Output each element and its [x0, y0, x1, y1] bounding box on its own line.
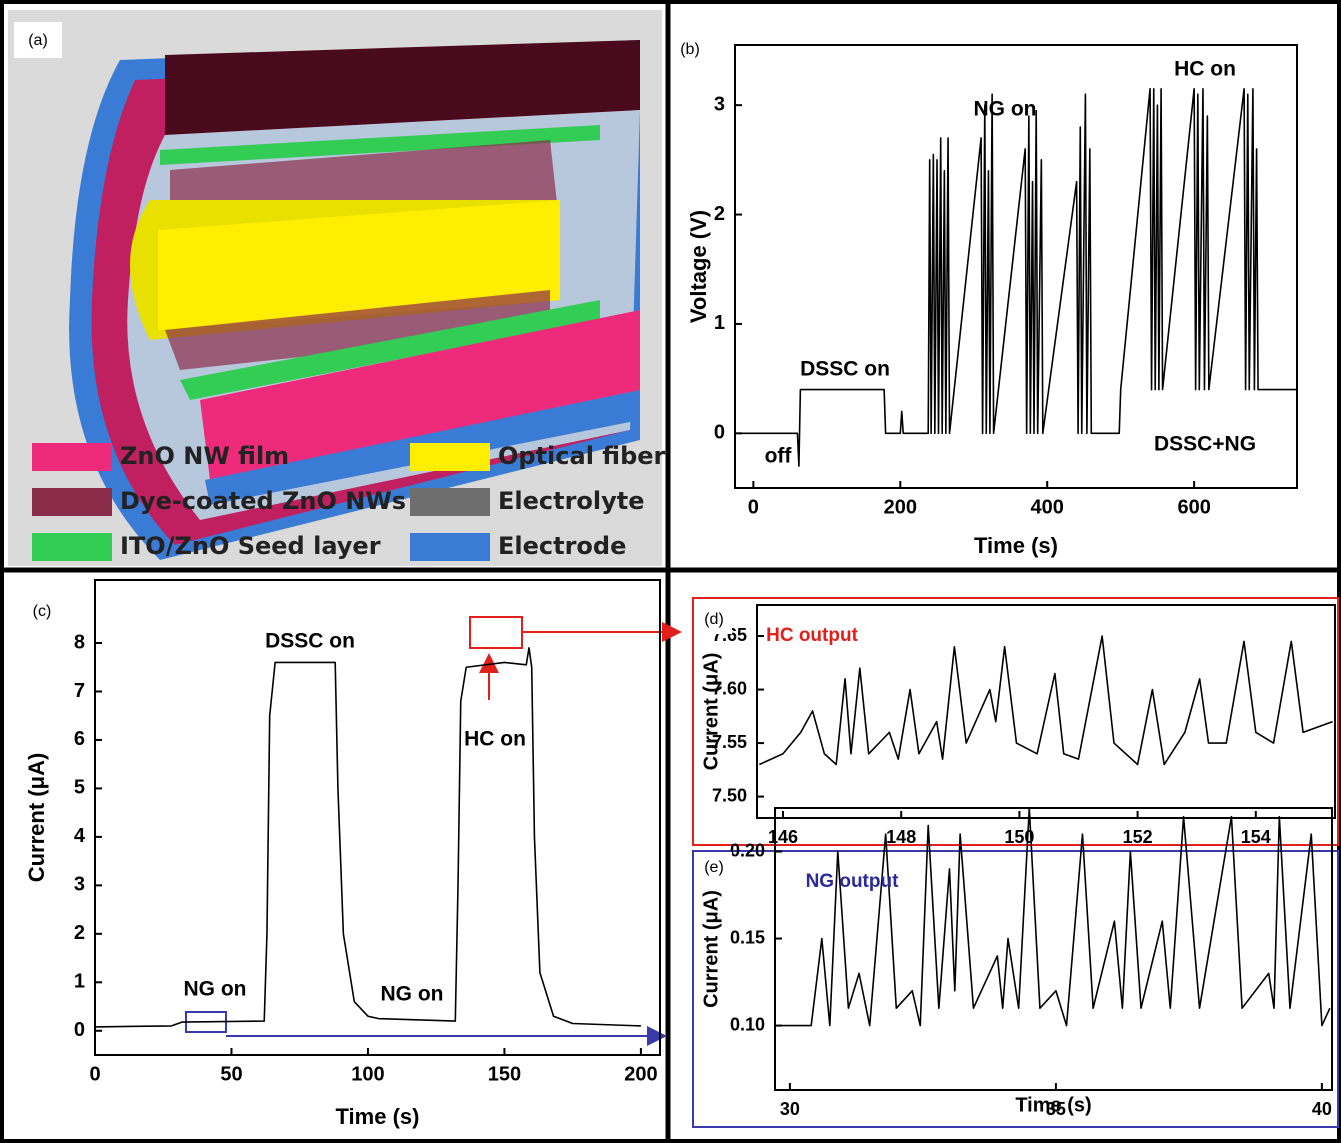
inset-frame — [692, 597, 1339, 846]
x-tick-label: 200 — [884, 496, 917, 518]
x-axis-title: Time (s) — [974, 533, 1058, 558]
annotation: HC output — [766, 625, 858, 646]
legend-swatch — [410, 533, 490, 561]
legend-label: ZnO NW film — [120, 442, 289, 470]
annotation: off — [765, 445, 793, 468]
data-line — [95, 647, 641, 1028]
inset-frame — [692, 850, 1339, 1128]
annotation: NG on — [974, 98, 1037, 121]
axes-frame — [94, 579, 661, 1056]
x-tick-label: 0 — [748, 496, 759, 518]
y-tick-label: 8 — [74, 631, 85, 653]
chart: 0 200 400 600 0 1 2 3 Time (s) Voltage (V) off DSSC… — [672, 34, 1298, 558]
panel-label: (a) — [28, 32, 48, 49]
panel-label: (d) — [704, 611, 724, 628]
annotation: NG output — [806, 871, 900, 892]
plot-area — [759, 635, 1333, 766]
panel-label: (c) — [33, 603, 52, 620]
plot-area — [735, 87, 1297, 467]
y-tick-label: 4 — [74, 825, 86, 847]
y-axis-title: Current (μA) — [24, 753, 49, 883]
y-tick-label: 0.20 — [730, 840, 765, 860]
y-axis-title: Current (μA) — [700, 890, 722, 1008]
legend-label: Electrolyte — [498, 487, 645, 515]
x-tick-label: 146 — [768, 827, 798, 847]
y-tick-label: 0 — [714, 422, 725, 444]
y-tick-label: 0.15 — [730, 927, 765, 947]
y-tick-label: 5 — [74, 777, 85, 799]
x-tick-label: 100 — [351, 1063, 384, 1085]
y-tick-label: 2 — [714, 203, 725, 225]
y-tick-label: 0.10 — [730, 1014, 765, 1034]
data-line — [735, 87, 1297, 467]
y-tick-label: 3 — [714, 93, 725, 115]
chart: 0 50 100 150 200 0 1 2 3 4 5 6 7 8 Time (s) Current (μA… — [24, 579, 661, 1129]
y-tick-label: 1 — [74, 971, 85, 993]
y-tick-label: 7 — [74, 680, 85, 702]
legend-swatch — [410, 488, 490, 516]
y-axis-title: Voltage (V) — [686, 210, 711, 323]
legend-label: ITO/ZnO Seed layer — [120, 532, 381, 560]
y-tick-label: 7.60 — [712, 678, 747, 698]
annotation: DSSC on — [800, 358, 890, 381]
panel-label-box — [696, 852, 732, 882]
x-tick-label: 40 — [1312, 1099, 1332, 1119]
panel-label: (b) — [680, 41, 700, 58]
x-tick-label: 150 — [488, 1063, 521, 1085]
panel-label-box — [24, 596, 60, 626]
panel-label: (e) — [704, 859, 724, 876]
x-axis-title: Time (s) — [336, 1104, 420, 1129]
x-tick-label: 50 — [220, 1063, 242, 1085]
panel-label-box — [672, 34, 708, 64]
legend-label: Electrode — [498, 532, 626, 560]
legend: ZnO NW film Dye-coated ZnO NWs ITO/ZnO See… — [32, 442, 666, 561]
legend-label: Optical fiber — [498, 442, 666, 470]
annotation: HC on — [1174, 58, 1236, 81]
y-tick-label: 2 — [74, 922, 85, 944]
plot-area — [95, 647, 641, 1028]
y-tick-label: 7.55 — [712, 732, 747, 752]
chart: 30 35 40 0.10 0.15 0.20 Time (s) Current (μA) NG… — [696, 807, 1333, 1119]
annotation: NG on — [381, 983, 444, 1006]
x-tick-label: 148 — [886, 827, 916, 847]
panel-label-box — [696, 604, 732, 634]
x-axis-title: Time (s) — [1015, 1094, 1091, 1116]
data-line — [759, 635, 1333, 766]
annotation: DSSC+NG — [1154, 433, 1256, 456]
y-tick-label: 3 — [74, 874, 85, 896]
x-tick-label: 35 — [1046, 1099, 1066, 1119]
annotation: NG on — [184, 978, 247, 1001]
x-tick-label: 30 — [780, 1099, 800, 1119]
data-line — [776, 808, 1331, 1027]
y-axis-title: Current (μA) — [700, 653, 722, 771]
y-tick-label: 1 — [714, 312, 725, 334]
legend-label: Dye-coated ZnO NWs — [120, 487, 406, 515]
annotation: DSSC on — [265, 630, 355, 653]
axes-frame — [756, 604, 1336, 819]
x-tick-label: 152 — [1123, 827, 1153, 847]
x-tick-label: 600 — [1177, 496, 1210, 518]
axes-frame — [734, 44, 1298, 489]
plot-area — [776, 808, 1331, 1027]
legend-swatch — [32, 488, 112, 516]
legend-swatch — [32, 533, 112, 561]
y-tick-label: 6 — [74, 728, 85, 750]
panel-label-box — [14, 22, 62, 58]
axes-frame — [774, 807, 1333, 1091]
x-tick-label: 400 — [1031, 496, 1064, 518]
x-tick-label: 0 — [89, 1063, 100, 1085]
y-tick-label: 7.50 — [712, 785, 747, 805]
x-tick-label: 154 — [1241, 827, 1271, 847]
annotation: HC on — [464, 728, 526, 751]
legend-swatch — [32, 443, 112, 471]
x-tick-label: 200 — [624, 1063, 657, 1085]
y-tick-label: 0 — [74, 1019, 85, 1041]
legend-swatch — [410, 443, 490, 471]
